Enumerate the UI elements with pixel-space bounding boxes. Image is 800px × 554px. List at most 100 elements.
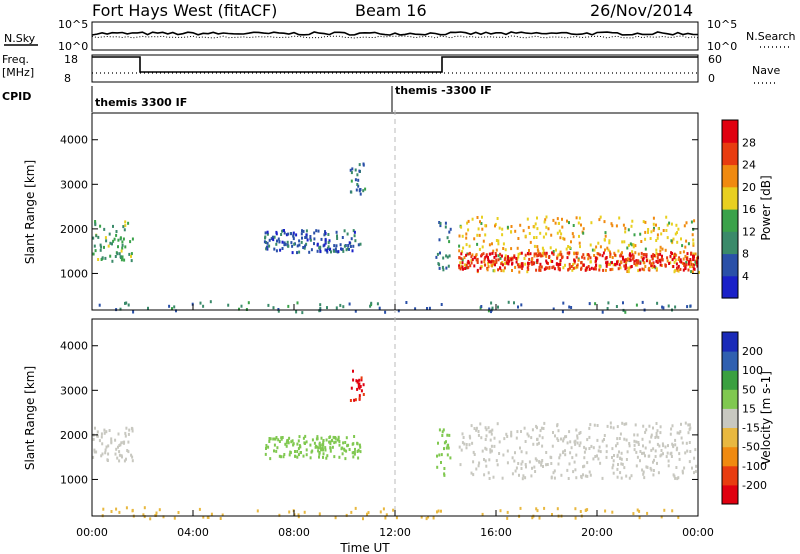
echo-cell — [694, 448, 697, 452]
echo-cell — [498, 440, 501, 444]
echo-cell — [285, 233, 288, 237]
echo-cell — [566, 468, 569, 472]
echo-cell — [655, 223, 657, 227]
echo-cell — [573, 460, 576, 464]
echo-cell — [678, 452, 681, 456]
echo-cell — [342, 441, 345, 445]
echo-cell — [582, 473, 584, 477]
echo-cell — [587, 257, 590, 261]
echo-cell — [688, 260, 690, 264]
echo-cell — [358, 443, 361, 447]
echo-cell — [618, 216, 621, 220]
x-tick-label: 00:00 — [76, 526, 108, 539]
echo-cell — [436, 465, 439, 469]
echo-cell — [611, 466, 614, 470]
echo-cell — [642, 220, 645, 224]
echo-cell — [540, 265, 543, 269]
echo-cell — [604, 268, 607, 272]
echo-cell — [315, 229, 318, 233]
echo-cell — [660, 449, 663, 452]
echo-cell — [542, 427, 545, 430]
noise-cell — [110, 510, 113, 513]
echo-cell — [490, 429, 493, 433]
echo-cell — [92, 455, 95, 459]
echo-cell — [536, 216, 538, 220]
echo-cell — [316, 249, 319, 253]
echo-cell — [589, 473, 592, 477]
echo-cell — [285, 441, 288, 445]
echo-cell — [446, 236, 449, 240]
echo-cell — [680, 260, 683, 264]
echo-cell — [639, 261, 642, 265]
noise-cell — [488, 307, 491, 311]
echo-cell — [357, 178, 360, 182]
echo-cell — [678, 431, 681, 435]
echo-cell — [628, 442, 631, 445]
noise-cell — [177, 511, 180, 514]
noise-cell — [638, 509, 641, 513]
echo-cell — [617, 259, 620, 263]
echo-cell — [631, 219, 634, 223]
echo-cell — [336, 234, 338, 238]
echo-cell — [552, 431, 554, 434]
echo-cell — [356, 173, 359, 177]
noise-cell — [219, 517, 222, 520]
noise-cell — [378, 306, 381, 310]
colorbar-tick-label: 28 — [742, 136, 756, 149]
echo-cell — [644, 430, 647, 434]
echo-cell — [692, 227, 695, 231]
echo-cell — [462, 436, 465, 439]
echo-cell — [465, 232, 468, 236]
echo-cell — [583, 256, 586, 260]
echo-cell — [553, 476, 556, 480]
echo-cell — [635, 259, 638, 263]
echo-cell — [284, 442, 287, 446]
echo-cell — [672, 237, 675, 241]
echo-cell — [684, 451, 687, 455]
echo-cell — [676, 446, 679, 450]
noise-cell — [579, 510, 582, 513]
echo-cell — [94, 249, 97, 253]
echo-cell — [310, 450, 313, 454]
noise-cell — [689, 304, 692, 308]
cpid-left: themis 3300 IF — [95, 96, 187, 109]
echo-cell — [655, 422, 658, 425]
colorbar-swatch — [722, 186, 738, 210]
echo-cell — [575, 255, 578, 259]
echo-cell — [118, 450, 121, 454]
echo-cell — [639, 459, 641, 463]
echo-cell — [490, 449, 493, 453]
power-colorbar-label: Power [dB] — [759, 175, 773, 240]
echo-cell — [611, 261, 613, 265]
echo-cell — [594, 256, 597, 260]
noise-cell — [497, 305, 499, 309]
echo-cell — [644, 446, 647, 450]
echo-cell — [650, 435, 653, 439]
echo-cell — [599, 253, 602, 257]
echo-cell — [439, 251, 441, 255]
power-echo-layer — [92, 162, 700, 315]
echo-cell — [676, 268, 679, 272]
echo-cell — [531, 428, 534, 432]
colorbar-swatch — [722, 446, 738, 467]
echo-cell — [354, 168, 357, 172]
echo-cell — [562, 437, 565, 441]
echo-cell — [676, 231, 678, 235]
echo-cell — [613, 251, 616, 255]
echo-cell — [477, 227, 480, 231]
echo-cell — [534, 470, 537, 473]
echo-cell — [349, 399, 352, 402]
echo-cell — [547, 227, 550, 231]
echo-cell — [495, 260, 498, 264]
noise-cell — [656, 301, 659, 305]
echo-cell — [123, 459, 126, 463]
echo-cell — [268, 440, 271, 443]
echo-cell — [435, 255, 438, 259]
echo-cell — [692, 263, 695, 267]
echo-cell — [292, 442, 295, 446]
echo-cell — [442, 268, 445, 272]
echo-cell — [504, 248, 507, 252]
echo-cell — [521, 460, 524, 464]
noise-cell — [366, 512, 368, 516]
echo-cell — [650, 448, 653, 452]
